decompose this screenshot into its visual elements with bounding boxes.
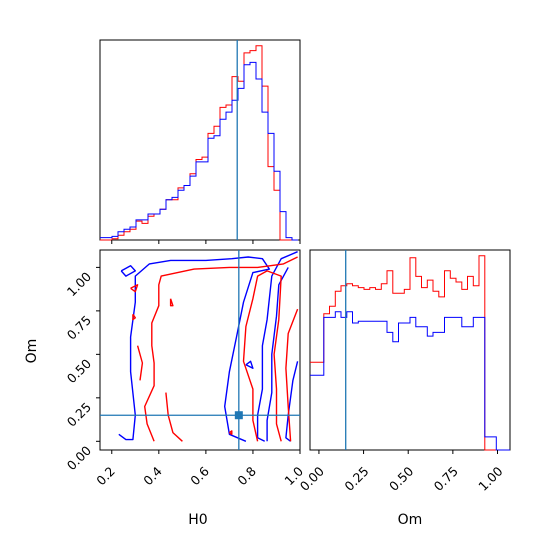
contour-blue-0 xyxy=(118,256,271,442)
contour-red-4 xyxy=(144,256,298,442)
tick-label-y-om-0: 0.00 xyxy=(64,443,94,473)
contour-blob-blue-0 xyxy=(120,265,136,277)
contour-blue-1 xyxy=(256,251,298,442)
tick-label-x-h0-0: 0.2 xyxy=(93,464,118,489)
contour-red-5 xyxy=(242,270,282,442)
tick-label-y-om-3: 0.75 xyxy=(64,312,94,342)
x-axis-title-om: Om xyxy=(398,512,423,528)
tick-label-x-h0-2: 0.6 xyxy=(187,463,212,488)
tick-label-x-om-2: 0.50 xyxy=(386,463,416,493)
x-axis-title-h0: H0 xyxy=(188,512,207,528)
contour-blue-2 xyxy=(266,267,289,442)
tick-label-x-om-4: 1.00 xyxy=(475,463,505,493)
contour-blob-red-1 xyxy=(130,284,139,293)
contour-blob-red-3 xyxy=(132,313,136,321)
y-axis-title-om: Om xyxy=(24,339,40,364)
tick-label-x-h0-1: 0.4 xyxy=(140,463,165,488)
tick-label-y-om-2: 0.50 xyxy=(64,356,94,386)
contour-blob-red-2 xyxy=(169,298,174,307)
contour-red-6 xyxy=(285,308,299,442)
hist-om-blue-series xyxy=(310,311,510,451)
hist-h0-blue-series xyxy=(100,61,298,241)
contour-red-7 xyxy=(165,392,183,442)
hist-h0-panel xyxy=(99,39,301,241)
contour-blob-red-5 xyxy=(228,430,233,435)
hist-h0-red-series xyxy=(100,45,298,241)
tick-label-x-om-0: 0.00 xyxy=(297,463,327,493)
scatter-panel xyxy=(99,249,301,451)
tick-label-x-h0-3: 0.8 xyxy=(234,463,259,488)
contour-blob-blue-4 xyxy=(245,360,254,369)
tick-label-x-om-3: 0.75 xyxy=(431,464,461,494)
tick-label-x-om-1: 0.25 xyxy=(341,464,371,494)
tick-label-y-om-4: 1.00 xyxy=(64,269,94,299)
contour-red-8 xyxy=(136,345,144,381)
hist-om-red-series xyxy=(310,255,510,451)
hist-om-panel xyxy=(309,249,511,451)
tick-label-y-om-1: 0.25 xyxy=(64,399,94,429)
truth-marker xyxy=(234,411,243,420)
